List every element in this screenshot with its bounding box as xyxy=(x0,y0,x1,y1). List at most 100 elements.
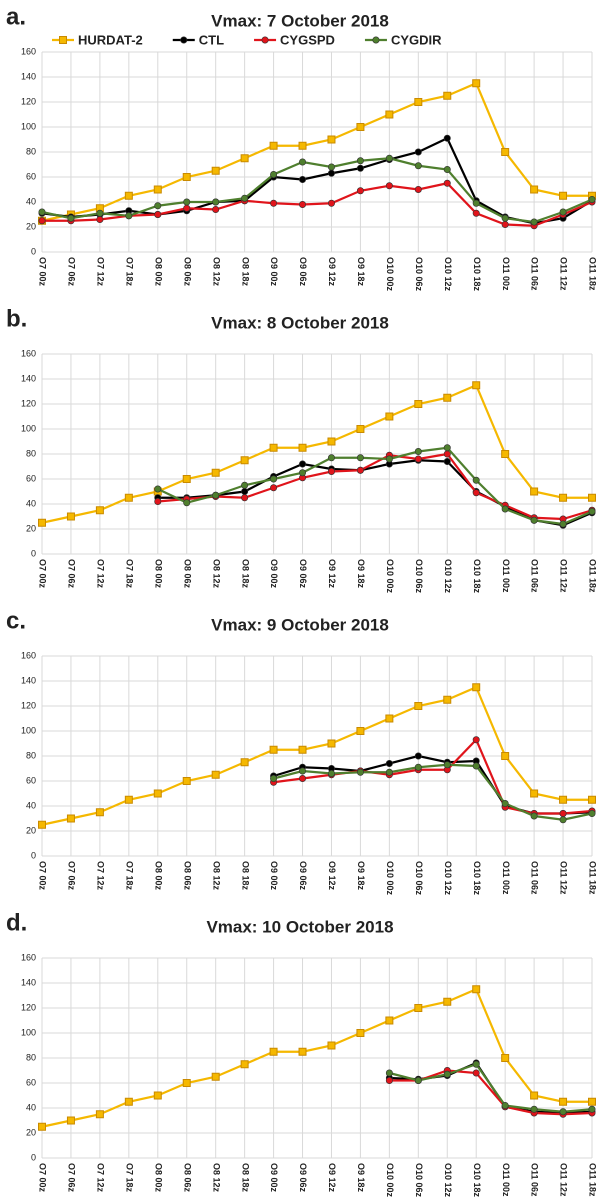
x-tick-label: O9 12z xyxy=(327,861,337,891)
data-point xyxy=(38,208,46,216)
data-point xyxy=(414,455,422,463)
data-point xyxy=(298,745,307,754)
data-point xyxy=(183,198,191,206)
data-point xyxy=(270,775,278,783)
data-point xyxy=(269,745,278,754)
x-tick-label: O10 06z xyxy=(414,1163,424,1198)
data-point xyxy=(472,1060,480,1068)
data-point xyxy=(356,425,365,433)
data-point xyxy=(211,166,220,175)
y-tick-label: 140 xyxy=(21,71,36,81)
data-point xyxy=(530,1105,538,1113)
y-tick-label: 20 xyxy=(26,825,36,835)
chart-panel: b. Vmax: 8 October 2018 0 20 40 60 80 100 120 140… xyxy=(6,305,598,593)
data-point xyxy=(501,505,509,513)
data-point xyxy=(66,1116,75,1125)
data-point xyxy=(559,493,568,502)
data-point xyxy=(356,123,365,131)
x-tick-label: O11 18z xyxy=(588,257,598,291)
x-tick-label: O7 00z xyxy=(38,559,48,589)
data-point xyxy=(124,191,133,200)
x-tick-label: O9 06z xyxy=(298,1163,308,1193)
x-tick-label: O9 00z xyxy=(269,257,279,287)
x-tick-label: O9 18z xyxy=(356,861,366,891)
legend-marker xyxy=(372,36,380,44)
data-point xyxy=(96,216,104,224)
data-point xyxy=(472,199,480,207)
legend-label: CTL xyxy=(199,32,224,47)
y-tick-label: 40 xyxy=(26,800,36,810)
x-tick-label: O11 18z xyxy=(588,1163,598,1197)
data-point xyxy=(182,173,191,181)
data-point xyxy=(588,493,596,502)
x-tick-label: O8 06z xyxy=(182,559,192,589)
data-point xyxy=(443,393,452,402)
data-point xyxy=(588,795,596,804)
data-point xyxy=(530,812,538,820)
y-tick-label: 60 xyxy=(26,1077,36,1087)
y-tick-label: 80 xyxy=(26,146,36,156)
data-point xyxy=(154,498,162,506)
x-tick-label: O10 18z xyxy=(472,257,482,292)
y-tick-label: 140 xyxy=(21,373,36,383)
x-tick-label: O9 12z xyxy=(327,559,337,589)
y-tick-label: 160 xyxy=(21,46,36,56)
data-point xyxy=(153,789,162,798)
data-point xyxy=(270,475,278,483)
data-point xyxy=(299,469,307,477)
data-point xyxy=(154,485,162,493)
y-tick-label: 40 xyxy=(26,1102,36,1112)
x-tick-label: O8 00z xyxy=(153,861,163,891)
x-tick-label: O11 00z xyxy=(501,861,511,895)
data-point xyxy=(182,1079,191,1087)
data-point xyxy=(559,520,567,528)
data-point xyxy=(385,1069,393,1077)
chart-panel: a. Vmax: 7 October 2018 0 20 40 60 80 100 120 140… xyxy=(6,3,598,291)
data-point xyxy=(588,1105,596,1113)
y-tick-label: 20 xyxy=(26,1127,36,1137)
legend-label: HURDAT-2 xyxy=(78,32,143,47)
data-point xyxy=(588,1097,596,1106)
panel-label: a. xyxy=(6,3,26,30)
data-point xyxy=(443,179,451,187)
x-tick-label: O9 00z xyxy=(269,1163,279,1193)
series-line xyxy=(273,763,593,821)
x-tick-label: O8 12z xyxy=(211,861,221,891)
data-point xyxy=(95,808,104,817)
x-tick-label: O7 12z xyxy=(96,861,106,891)
y-tick-label: 160 xyxy=(21,952,36,962)
y-tick-label: 0 xyxy=(31,850,36,860)
data-point xyxy=(356,727,365,735)
data-point xyxy=(559,1108,567,1116)
data-point xyxy=(124,1097,133,1106)
y-tick-label: 100 xyxy=(21,423,36,433)
legend-label: CYGSPD xyxy=(280,32,335,47)
data-point xyxy=(588,508,596,516)
data-point xyxy=(241,488,249,496)
data-point xyxy=(414,448,422,456)
data-point xyxy=(269,141,278,150)
x-tick-label: O9 18z xyxy=(356,257,366,287)
data-point xyxy=(153,1091,162,1100)
y-tick-label: 40 xyxy=(26,196,36,206)
data-point xyxy=(212,491,220,499)
data-point xyxy=(472,736,480,744)
series-line xyxy=(41,987,592,1128)
data-point xyxy=(299,767,307,775)
x-tick-label: O7 18z xyxy=(124,861,134,891)
y-tick-label: 80 xyxy=(26,1052,36,1062)
x-tick-label: O8 18z xyxy=(240,1163,250,1193)
data-point xyxy=(559,1097,568,1106)
data-point xyxy=(385,154,393,162)
data-point xyxy=(66,814,75,823)
chart-panel: d. Vmax: 10 October 2018 0 20 40 60 80 100 120 14… xyxy=(6,909,598,1197)
x-tick-label: O10 12z xyxy=(443,1163,453,1198)
data-point xyxy=(356,466,364,474)
chart-title: Vmax: 7 October 2018 xyxy=(211,11,389,30)
chart-title: Vmax: 9 October 2018 xyxy=(211,615,389,634)
x-tick-label: O10 12z xyxy=(443,559,453,594)
legend-label: CYGDIR xyxy=(391,32,442,47)
data-point xyxy=(356,157,364,165)
data-point xyxy=(240,456,249,465)
data-point xyxy=(559,795,568,804)
